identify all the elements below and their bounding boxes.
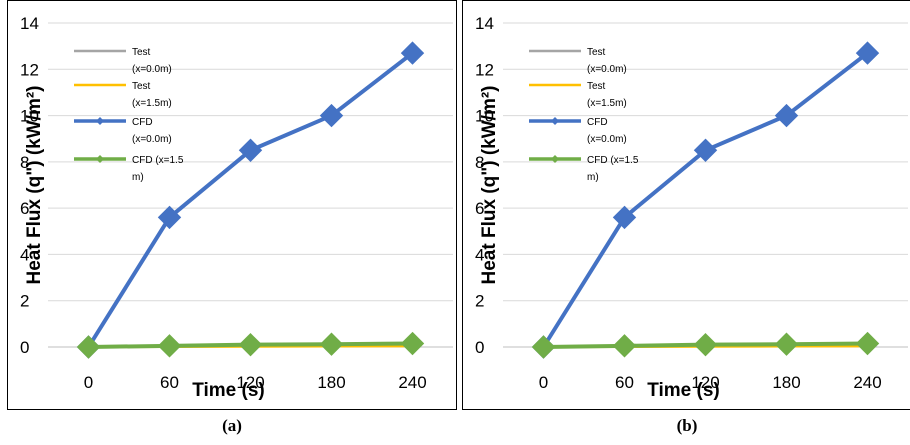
y-tick-label: 6	[20, 199, 29, 218]
chart-a-svg: 0 2 4 6 8 10 12 14 0 60 120 180 240 Test (x=0.0m) Test (…	[20, 14, 453, 401]
legend-label: (x=0.0m)	[132, 134, 172, 145]
caption-a: (a)	[222, 416, 242, 435]
legend-marker	[96, 117, 104, 125]
x-tick-label: 180	[317, 373, 345, 392]
y-tick-label: 0	[475, 338, 484, 357]
data-point	[612, 334, 637, 358]
legend-label: (x=1.5m)	[587, 98, 627, 109]
y-tick-label: 2	[20, 292, 29, 311]
x-tick-label: 60	[615, 373, 634, 392]
y-tick-label: 12	[20, 60, 39, 79]
y-axis-title: Heat Flux (q") (kW/m²)	[24, 86, 45, 285]
legend-label: (x=1.5m)	[132, 98, 172, 109]
legend-label: CFD	[587, 117, 608, 128]
legend-marker	[551, 155, 559, 163]
y-tick-label: 2	[475, 292, 484, 311]
data-point	[400, 41, 425, 65]
x-tick-label: 240	[398, 373, 426, 392]
x-axis-title: Time (s)	[647, 380, 720, 401]
data-point	[693, 332, 718, 357]
data-point	[157, 205, 182, 230]
x-tick-label: 60	[160, 373, 179, 392]
legend-label: CFD	[132, 117, 153, 128]
data-point	[400, 331, 425, 356]
data-point	[693, 138, 718, 162]
legend-label: (x=0.0m)	[587, 134, 627, 145]
chart-panel-a: 0 2 4 6 8 10 12 14 0 60 120 180 240 Test (x=0.0m) Test (…	[7, 0, 457, 410]
data-point	[238, 138, 263, 162]
x-tick-label: 120	[236, 373, 264, 392]
legend-label: Test	[132, 81, 151, 92]
y-tick-label: 14	[20, 14, 39, 33]
legend-label: m)	[132, 172, 144, 183]
legend-label: (x=0.0m)	[587, 64, 627, 75]
y-tick-label: 10	[475, 107, 494, 126]
legend-marker	[96, 155, 104, 163]
data-point	[238, 332, 263, 357]
y-tick-label: 0	[20, 338, 29, 357]
data-point	[157, 334, 182, 358]
legend-label: CFD (x=1.5	[587, 155, 639, 166]
caption-b: (b)	[676, 416, 698, 435]
data-point	[774, 332, 799, 356]
y-tick-label: 4	[475, 245, 484, 264]
y-tick-label: 8	[475, 153, 484, 172]
data-point	[774, 103, 799, 128]
chart-b-svg: 0 2 4 6 8 10 12 14 0 60 120 180 240 Test (x=0.0m) Test (…	[475, 14, 908, 401]
legend-label: CFD (x=1.5	[132, 155, 184, 166]
y-axis-title: Heat Flux (q") (kW/m²)	[479, 86, 500, 285]
x-tick-label: 240	[853, 373, 881, 392]
legend-label: m)	[587, 172, 599, 183]
y-tick-label: 12	[475, 60, 494, 79]
legend-marker	[551, 117, 559, 125]
y-tick-label: 6	[475, 199, 484, 218]
data-point	[531, 335, 556, 359]
y-tick-label: 4	[20, 245, 29, 264]
data-point	[855, 41, 880, 65]
y-tick-label: 14	[475, 14, 494, 33]
y-tick-label: 8	[20, 153, 29, 172]
chart-panel-b: 0 2 4 6 8 10 12 14 0 60 120 180 240 Test (x=0.0m) Test (…	[462, 0, 910, 410]
x-axis-title: Time (s)	[192, 380, 265, 401]
data-point	[319, 332, 344, 356]
legend-label: Test	[587, 47, 606, 58]
data-point	[76, 335, 101, 359]
legend-label: Test	[587, 81, 606, 92]
legend-label: Test	[132, 47, 151, 58]
x-tick-label: 0	[539, 373, 548, 392]
x-tick-label: 120	[691, 373, 719, 392]
legend-label: (x=0.0m)	[132, 64, 172, 75]
data-point	[855, 331, 880, 356]
x-tick-label: 180	[772, 373, 800, 392]
data-point	[319, 103, 344, 128]
x-tick-label: 0	[84, 373, 93, 392]
data-point	[612, 205, 637, 230]
y-tick-label: 10	[20, 107, 39, 126]
